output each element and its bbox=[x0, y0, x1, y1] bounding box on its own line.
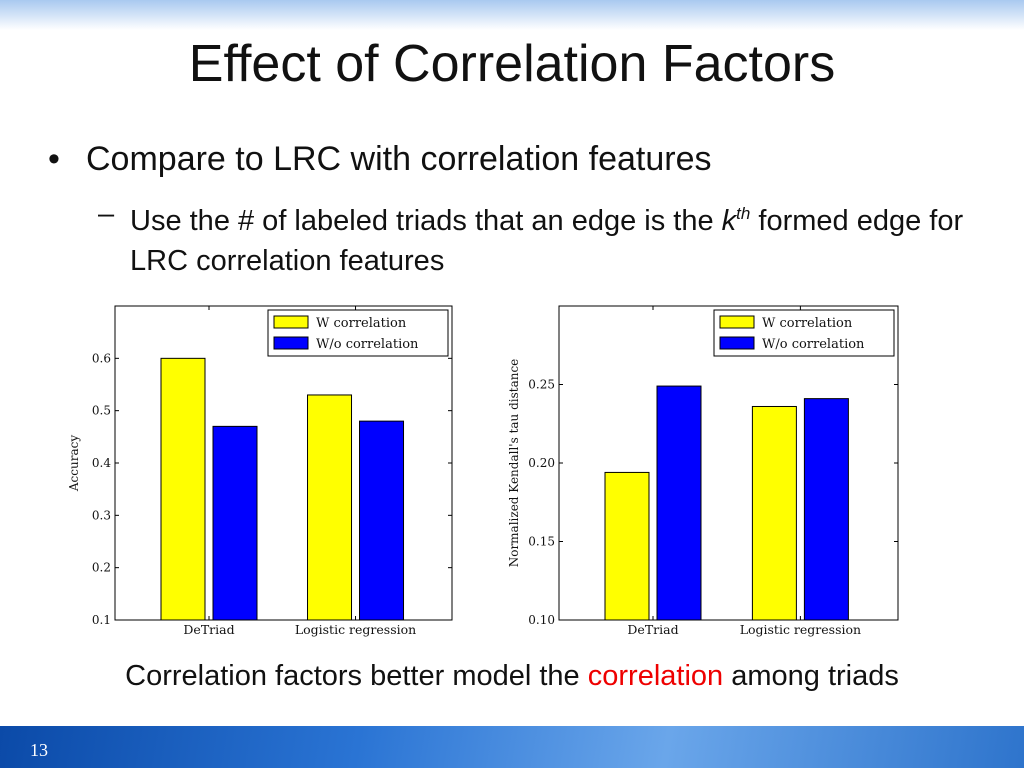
conclusion-post: among triads bbox=[723, 660, 899, 692]
sub-bullet-text: Use the # of labeled triads that an edge… bbox=[130, 194, 998, 281]
conclusion-pre: Correlation factors better model the bbox=[125, 660, 588, 692]
legend-swatch bbox=[719, 336, 755, 350]
bar-w-o-correlation-1 bbox=[359, 420, 405, 621]
conclusion-highlight: correlation bbox=[587, 660, 724, 692]
conclusion-text: Correlation factors better model the cor… bbox=[0, 660, 1024, 693]
sub-bullet-k: k bbox=[721, 205, 737, 237]
y-tick-label: 0.2 bbox=[92, 561, 111, 575]
y-tick-label: 0.4 bbox=[92, 456, 111, 470]
y-axis-label: Normalized Kendall's tau distance bbox=[507, 359, 521, 568]
legend-label: W/o correlation bbox=[762, 337, 865, 352]
sub-bullet-pre: Use the # of labeled triads that an edge… bbox=[130, 205, 722, 237]
y-tick-label: 0.5 bbox=[92, 404, 111, 418]
x-tick-label: Logistic regression bbox=[740, 622, 861, 637]
bullet-dot: • bbox=[48, 140, 60, 178]
y-axis-label: Accuracy bbox=[67, 435, 81, 492]
y-tick-label: 0.1 bbox=[92, 613, 111, 627]
y-tick-label: 0.6 bbox=[92, 351, 111, 365]
legend-swatch bbox=[719, 315, 755, 329]
slide-title: Effect of Correlation Factors bbox=[188, 35, 836, 93]
page-number: 13 bbox=[30, 740, 48, 760]
y-tick-label: 0.15 bbox=[528, 535, 555, 549]
x-tick-label: DeTriad bbox=[627, 622, 678, 637]
bar-w-correlation-0 bbox=[604, 471, 650, 621]
x-tick-label: DeTriad bbox=[183, 622, 234, 637]
bar-w-correlation-1 bbox=[307, 394, 353, 621]
bottom-gradient-band bbox=[0, 726, 1024, 768]
x-tick-label: Logistic regression bbox=[295, 622, 416, 637]
bar-w-correlation-1 bbox=[751, 405, 797, 621]
bar-w-o-correlation-1 bbox=[803, 398, 849, 621]
tau-distance-chart: 0.10 0.15 0.20 0.25 Normalized Kendall's tau… bbox=[507, 305, 899, 637]
y-tick-label: 0.10 bbox=[528, 613, 555, 627]
legend-label: W/o correlation bbox=[316, 337, 419, 352]
bar-w-o-correlation-0 bbox=[212, 425, 258, 621]
accuracy-chart: 0.1 0.2 0.3 0.4 0.5 0.6 Accuracy DeTriad Logisti… bbox=[67, 305, 453, 637]
legend-swatch bbox=[273, 336, 309, 350]
y-tick-label: 0.3 bbox=[92, 508, 111, 522]
y-tick-label: 0.20 bbox=[528, 456, 555, 470]
top-gradient-band bbox=[0, 0, 1024, 30]
bullet-item: • Compare to LRC with correlation feature… bbox=[48, 140, 712, 179]
y-tick-label: 0.25 bbox=[528, 378, 555, 392]
legend-label: W correlation bbox=[762, 316, 853, 331]
sub-bullet-sup: th bbox=[736, 204, 751, 223]
legend-label: W correlation bbox=[316, 316, 407, 331]
sub-bullet-post: formed edge for LRC correlation features bbox=[130, 205, 964, 277]
bullet-text: Compare to LRC with correlation features bbox=[86, 140, 712, 178]
sub-bullet-item: – Use the # of labeled triads that an ed… bbox=[98, 194, 998, 281]
bar-w-o-correlation-0 bbox=[656, 385, 702, 621]
bar-w-correlation-0 bbox=[160, 357, 206, 621]
legend-swatch bbox=[273, 315, 309, 329]
sub-bullet-dash: – bbox=[98, 198, 115, 230]
